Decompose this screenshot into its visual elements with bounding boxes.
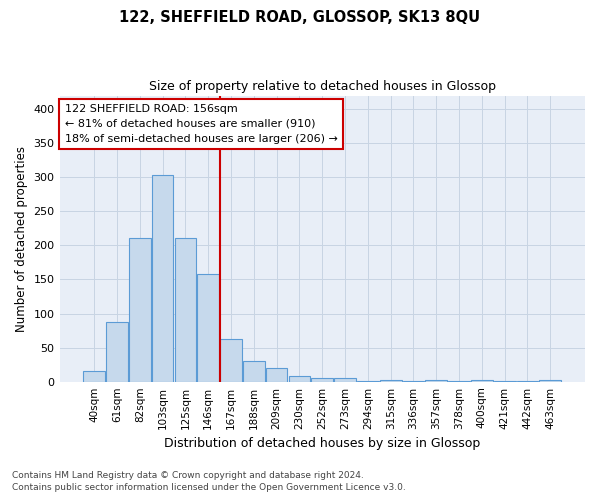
Text: 122 SHEFFIELD ROAD: 156sqm
← 81% of detached houses are smaller (910)
18% of sem: 122 SHEFFIELD ROAD: 156sqm ← 81% of deta…: [65, 104, 338, 144]
Bar: [220, 339, 242, 382]
Bar: [471, 380, 493, 382]
Bar: [425, 380, 447, 382]
Bar: [539, 380, 561, 382]
Bar: [380, 380, 401, 382]
Bar: [175, 238, 196, 382]
X-axis label: Distribution of detached houses by size in Glossop: Distribution of detached houses by size …: [164, 437, 481, 450]
Bar: [517, 381, 538, 382]
Bar: [106, 322, 128, 382]
Title: Size of property relative to detached houses in Glossop: Size of property relative to detached ho…: [149, 80, 496, 93]
Bar: [266, 368, 287, 382]
Bar: [152, 176, 173, 382]
Bar: [311, 378, 333, 382]
Bar: [129, 238, 151, 382]
Y-axis label: Number of detached properties: Number of detached properties: [15, 146, 28, 332]
Bar: [494, 381, 515, 382]
Bar: [334, 378, 356, 382]
Text: 122, SHEFFIELD ROAD, GLOSSOP, SK13 8QU: 122, SHEFFIELD ROAD, GLOSSOP, SK13 8QU: [119, 10, 481, 25]
Text: Contains HM Land Registry data © Crown copyright and database right 2024.
Contai: Contains HM Land Registry data © Crown c…: [12, 471, 406, 492]
Bar: [197, 274, 219, 382]
Bar: [243, 361, 265, 382]
Bar: [448, 381, 470, 382]
Bar: [83, 371, 105, 382]
Bar: [403, 381, 424, 382]
Bar: [357, 381, 379, 382]
Bar: [289, 376, 310, 382]
